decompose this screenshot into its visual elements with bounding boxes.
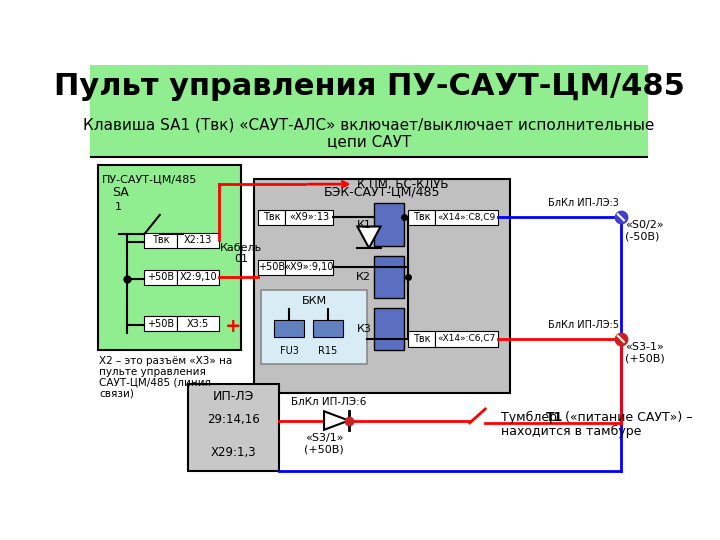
- Text: 1: 1: [114, 202, 122, 212]
- Bar: [435, 210, 498, 225]
- Text: ПУ-САУТ-ЦМ/485: ПУ-САУТ-ЦМ/485: [102, 174, 197, 184]
- Text: Кабель
01: Кабель 01: [220, 242, 262, 264]
- Text: X2:13: X2:13: [184, 235, 212, 245]
- Text: связи): связи): [99, 388, 134, 398]
- Text: БЭК-САУТ-ЦМ/485: БЭК-САУТ-ЦМ/485: [324, 185, 441, 198]
- Bar: [177, 316, 220, 331]
- Bar: [408, 210, 435, 225]
- Text: К2: К2: [356, 272, 372, 282]
- Bar: [374, 256, 404, 298]
- Bar: [258, 210, 285, 225]
- Text: БКМ: БКМ: [302, 296, 327, 306]
- Text: «Х9»:9,10: «Х9»:9,10: [284, 262, 334, 272]
- Bar: [254, 179, 510, 393]
- Text: («питание САУТ») –: («питание САУТ») –: [561, 411, 693, 424]
- Text: Т1: Т1: [546, 411, 563, 424]
- Text: +50В: +50В: [147, 272, 174, 282]
- Bar: [188, 384, 279, 470]
- Text: Тумблер: Тумблер: [500, 411, 561, 424]
- Text: ИП-ЛЭ: ИП-ЛЭ: [212, 390, 254, 403]
- Bar: [144, 316, 177, 331]
- Text: САУТ-ЦМ/485 (линия: САУТ-ЦМ/485 (линия: [99, 377, 211, 387]
- Text: Твк: Твк: [263, 212, 281, 222]
- Text: «S0/2»
(-50В): «S0/2» (-50В): [625, 220, 663, 242]
- Bar: [285, 260, 333, 275]
- Bar: [374, 204, 404, 246]
- Text: «Х14»:С6,С7: «Х14»:С6,С7: [438, 334, 496, 343]
- Bar: [258, 260, 285, 275]
- Text: +50В: +50В: [147, 319, 174, 328]
- Polygon shape: [324, 411, 349, 430]
- Text: «S3/1»
(+50В): «S3/1» (+50В): [304, 433, 344, 455]
- Text: Клавиша SA1 (Твк) «САУТ-АЛС» включает/выключает исполнительные: Клавиша SA1 (Твк) «САУТ-АЛС» включает/вы…: [84, 117, 654, 132]
- Text: БлКл ИП-ЛЭ:6: БлКл ИП-ЛЭ:6: [291, 397, 366, 407]
- Text: пульте управления: пульте управления: [99, 367, 206, 376]
- Polygon shape: [357, 226, 381, 248]
- Bar: [261, 291, 367, 363]
- Text: находится в тамбуре: находится в тамбуре: [500, 425, 641, 438]
- Text: X2:9,10: X2:9,10: [179, 272, 217, 282]
- Text: +: +: [225, 317, 241, 336]
- Text: К1: К1: [356, 220, 372, 229]
- Text: К3: К3: [356, 325, 372, 334]
- Text: R15: R15: [318, 346, 338, 356]
- Text: +50В: +50В: [258, 262, 285, 272]
- Bar: [177, 269, 220, 285]
- Text: Х29:1,3: Х29:1,3: [210, 446, 256, 458]
- Text: Твк: Твк: [413, 212, 430, 222]
- Text: 29:14,16: 29:14,16: [207, 413, 260, 426]
- Bar: [177, 233, 220, 248]
- Text: Твк: Твк: [413, 334, 430, 344]
- Bar: [313, 320, 343, 336]
- Bar: [144, 233, 177, 248]
- Bar: [90, 107, 648, 157]
- Bar: [285, 210, 333, 225]
- Text: Пульт управления ПУ-САУТ-ЦМ/485: Пульт управления ПУ-САУТ-ЦМ/485: [53, 72, 685, 101]
- Bar: [435, 331, 498, 347]
- Bar: [274, 320, 304, 336]
- Text: «Х9»:13: «Х9»:13: [289, 212, 329, 222]
- Bar: [374, 308, 404, 350]
- Text: X3:5: X3:5: [187, 319, 210, 328]
- Bar: [408, 331, 435, 347]
- Bar: [98, 165, 241, 350]
- Text: Твк: Твк: [152, 235, 169, 245]
- Text: FU3: FU3: [280, 346, 299, 356]
- Text: SA: SA: [112, 186, 128, 199]
- Text: «S3-1»
(+50В): «S3-1» (+50В): [625, 342, 665, 363]
- Text: «Х14»:С8,С9: «Х14»:С8,С9: [438, 213, 496, 222]
- Text: Х2 – это разъём «Х3» на: Х2 – это разъём «Х3» на: [99, 356, 233, 366]
- Text: БлКл ИП-ЛЭ:3: БлКл ИП-ЛЭ:3: [548, 198, 618, 208]
- Bar: [144, 269, 177, 285]
- Text: БлКл ИП-ЛЭ:5: БлКл ИП-ЛЭ:5: [547, 320, 618, 330]
- Bar: [90, 65, 648, 107]
- Text: К ПМ, БС-КЛУБ: К ПМ, БС-КЛУБ: [357, 178, 449, 191]
- Text: цепи САУТ: цепи САУТ: [327, 134, 411, 149]
